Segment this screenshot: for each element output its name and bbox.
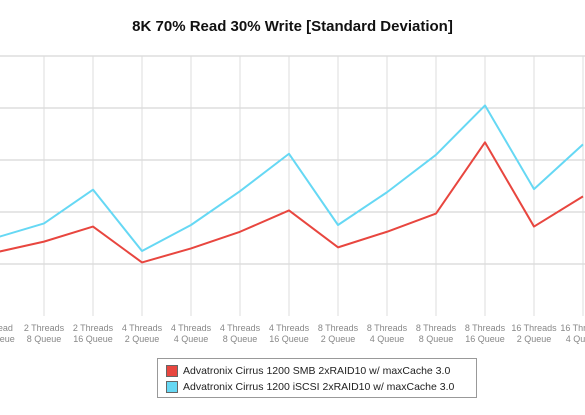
data-point-0[interactable] — [287, 208, 291, 212]
data-point-0[interactable] — [581, 194, 585, 198]
series-lines — [0, 103, 585, 264]
x-tick-label: 4 Queue — [174, 334, 209, 344]
legend-label-iscsi: Advatronix Cirrus 1200 iSCSI 2xRAID10 w/… — [183, 381, 455, 393]
x-tick-label: 8 Queue — [223, 334, 258, 344]
data-point-0[interactable] — [140, 260, 144, 264]
data-point-0[interactable] — [532, 225, 536, 229]
x-tick-label: 4 Queue — [370, 334, 405, 344]
data-point-0[interactable] — [238, 230, 242, 234]
data-point-1[interactable] — [336, 223, 340, 227]
data-point-1[interactable] — [434, 153, 438, 157]
data-point-0[interactable] — [385, 230, 389, 234]
data-point-1[interactable] — [140, 249, 144, 253]
data-point-1[interactable] — [189, 223, 193, 227]
legend-item-iscsi[interactable]: Advatronix Cirrus 1200 iSCSI 2xRAID10 w/… — [166, 380, 454, 394]
chart-title: 8K 70% Read 30% Write [Standard Deviatio… — [132, 18, 453, 35]
x-tick-label: 16 Queue — [269, 334, 309, 344]
x-tick-label: 16 Queue — [73, 334, 113, 344]
legend-swatch-iscsi — [166, 381, 178, 393]
data-point-0[interactable] — [483, 140, 487, 144]
x-tick-label: 8 Threads — [367, 323, 408, 333]
data-point-1[interactable] — [287, 152, 291, 156]
data-point-0[interactable] — [42, 240, 46, 244]
x-tick-label: 2 Queue — [517, 334, 552, 344]
x-tick-label: 8 Threads — [416, 323, 457, 333]
x-tick-label: 8 Threads — [318, 323, 359, 333]
x-tick-label: 4 Threads — [220, 323, 261, 333]
legend-label-smb: Advatronix Cirrus 1200 SMB 2xRAID10 w/ m… — [183, 365, 451, 377]
data-point-1[interactable] — [532, 187, 536, 191]
x-tick-label: 2 Queue — [125, 334, 160, 344]
x-tick-label: 2 Queue — [321, 334, 356, 344]
data-point-0[interactable] — [336, 245, 340, 249]
x-tick-label: 16 Threads — [560, 323, 585, 333]
legend-item-smb[interactable]: Advatronix Cirrus 1200 SMB 2xRAID10 w/ m… — [166, 364, 450, 378]
data-point-1[interactable] — [238, 189, 242, 193]
x-tick-label: 16 Queue — [0, 334, 15, 344]
x-tick-label: 16 Queue — [465, 334, 505, 344]
series-line-1[interactable] — [0, 104, 584, 252]
legend-swatch-smb — [166, 365, 178, 377]
x-tick-label: 4 Threads — [171, 323, 212, 333]
data-point-1[interactable] — [42, 221, 46, 225]
x-tick-label: 4 Threads — [269, 323, 310, 333]
x-tick-label: 2 Threads — [24, 323, 65, 333]
legend: Advatronix Cirrus 1200 SMB 2xRAID10 w/ m… — [157, 358, 477, 398]
x-tick-label: 4 Threads — [122, 323, 163, 333]
grid — [0, 55, 585, 316]
data-point-1[interactable] — [385, 190, 389, 194]
data-point-0[interactable] — [189, 246, 193, 250]
data-point-1[interactable] — [581, 142, 585, 146]
data-point-0[interactable] — [91, 225, 95, 229]
x-tick-label: 16 Threads — [511, 323, 557, 333]
x-tick-label: 8 Threads — [465, 323, 506, 333]
x-tick-label: 1 Thread — [0, 323, 13, 333]
data-point-1[interactable] — [483, 103, 487, 107]
x-tick-label: 8 Queue — [27, 334, 62, 344]
data-point-0[interactable] — [434, 212, 438, 216]
x-tick-label: 8 Queue — [419, 334, 454, 344]
x-tick-label: 2 Threads — [73, 323, 114, 333]
series-line-0[interactable] — [0, 141, 584, 264]
x-tick-label: 4 Queue — [566, 334, 585, 344]
data-point-1[interactable] — [91, 188, 95, 192]
